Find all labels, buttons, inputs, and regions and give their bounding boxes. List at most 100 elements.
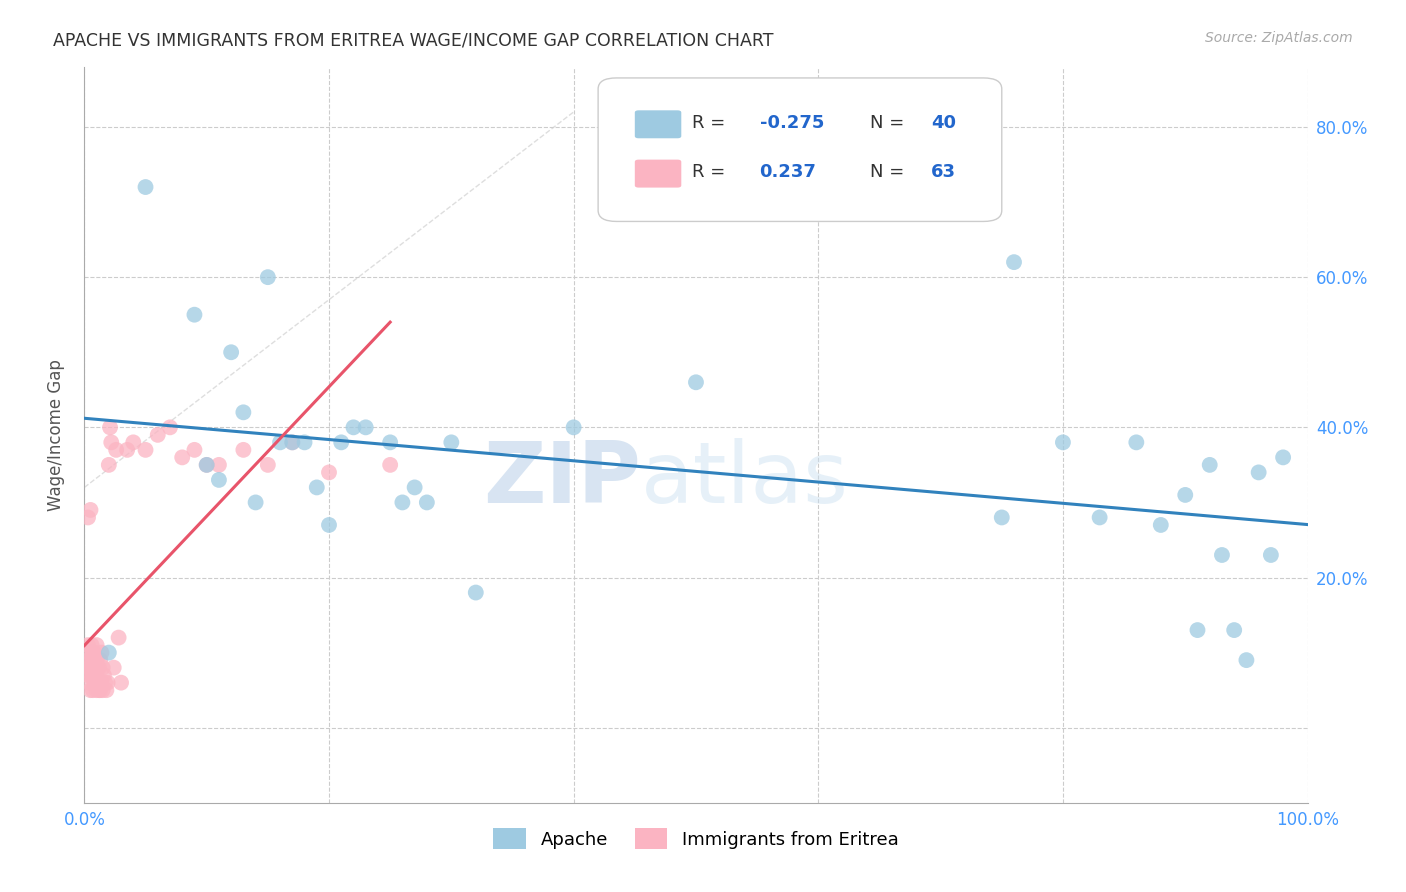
Point [1198,458,1220,472]
Point [97,675,120,690]
Point [404,480,426,494]
Point [107,631,129,645]
Point [1150,518,1173,533]
Text: R =: R = [692,114,731,132]
Point [98,420,121,434]
Point [77,653,100,667]
Point [391,495,413,509]
Point [83,660,105,674]
Point [159,420,181,434]
Point [97,646,120,660]
Point [77,638,100,652]
FancyBboxPatch shape [598,78,1002,221]
Point [86,638,108,652]
Point [105,442,128,457]
Point [89,653,111,667]
Text: N =: N = [870,114,910,132]
Point [80,660,103,674]
Point [208,458,231,472]
Point [1002,255,1025,269]
Point [77,675,100,690]
Point [79,660,101,674]
Point [90,675,112,690]
Point [219,345,242,359]
Point [87,683,110,698]
Text: -0.275: -0.275 [759,114,824,132]
Point [84,660,107,674]
Text: Source: ZipAtlas.com: Source: ZipAtlas.com [1205,31,1353,45]
Point [115,442,138,457]
Point [1223,623,1246,637]
Point [330,435,353,450]
Point [82,683,104,698]
Point [87,660,110,674]
FancyBboxPatch shape [636,160,682,187]
Point [110,675,132,690]
Point [135,442,157,457]
Point [380,458,402,472]
Point [318,466,340,480]
Point [84,675,107,690]
Point [96,683,118,698]
Point [100,435,122,450]
Point [232,442,254,457]
Point [685,376,707,390]
Point [269,435,291,450]
Point [94,675,117,690]
Point [86,683,108,698]
Point [87,675,110,690]
Point [80,638,103,652]
Point [83,646,105,660]
Point [80,653,103,667]
Point [77,660,100,674]
Point [208,473,231,487]
Point [1125,435,1147,450]
Point [1247,466,1270,480]
Point [281,435,304,450]
Point [1211,548,1233,562]
Point [93,668,115,682]
Legend: Apache, Immigrants from Eritrea: Apache, Immigrants from Eritrea [486,821,905,856]
Point [83,675,105,690]
Point [1236,653,1258,667]
Point [245,495,267,509]
Point [354,420,377,434]
Text: APACHE VS IMMIGRANTS FROM ERITREA WAGE/INCOME GAP CORRELATION CHART: APACHE VS IMMIGRANTS FROM ERITREA WAGE/I… [53,31,773,49]
Text: 40: 40 [931,114,956,132]
Point [257,458,280,472]
Point [1052,435,1074,450]
Point [89,683,111,698]
Point [135,180,157,194]
Point [87,660,110,674]
Point [172,450,194,465]
Point [80,668,103,682]
Point [86,653,108,667]
Point [122,435,145,450]
Point [195,458,218,472]
Text: R =: R = [692,163,731,181]
Point [91,683,114,698]
Point [257,270,280,285]
Point [82,646,104,660]
Point [183,308,205,322]
Point [1272,450,1295,465]
Point [991,510,1014,524]
Text: N =: N = [870,163,910,181]
Point [305,480,328,494]
Point [416,495,439,509]
Point [77,510,100,524]
FancyBboxPatch shape [636,111,682,138]
Point [195,458,218,472]
Point [464,585,486,599]
Point [1260,548,1282,562]
Point [86,668,108,682]
Point [380,435,402,450]
Point [281,435,304,450]
Point [97,458,120,472]
Text: ZIP: ZIP [484,437,641,521]
Point [90,646,112,660]
Point [103,660,125,674]
Point [146,427,169,442]
Text: 0.237: 0.237 [759,163,817,181]
Point [82,668,104,682]
